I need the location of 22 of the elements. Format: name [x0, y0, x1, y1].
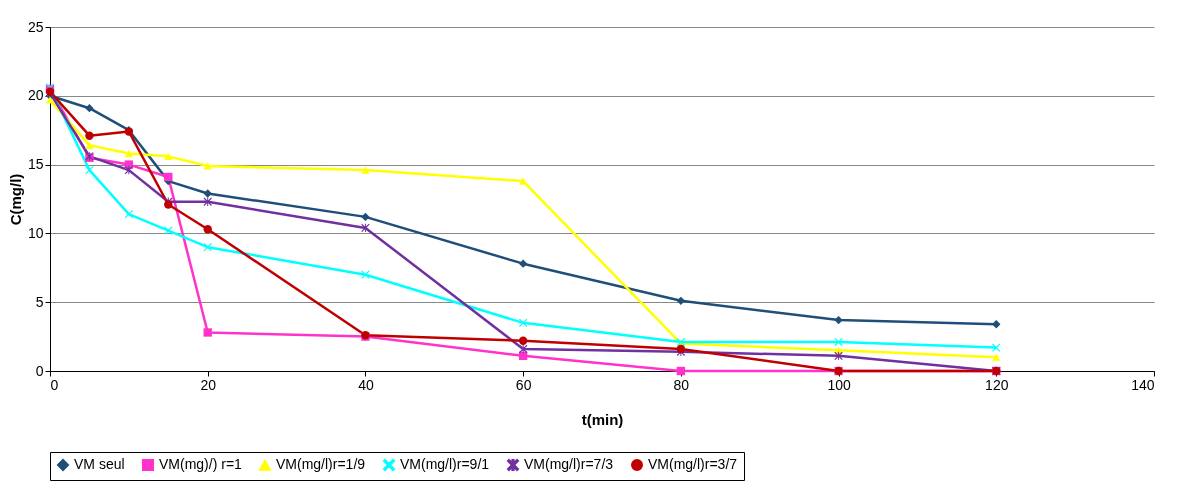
y-tick-label: 5: [35, 293, 44, 310]
x-tick-label: 120: [985, 376, 1009, 393]
y-tick-label: 10: [27, 224, 44, 241]
y-axis-title: C(mg/l): [6, 173, 24, 226]
x-tick-label: 60: [515, 376, 532, 393]
legend-label: VM(mg/l)r=3/7: [648, 456, 738, 472]
y-tick-label: 20: [27, 87, 44, 104]
y-tick-label: 0: [35, 362, 44, 379]
legend-label: VM(mg)/) r=1: [159, 456, 243, 472]
y-tick-label: 25: [27, 18, 44, 35]
x-axis-title: t(min): [581, 410, 624, 428]
x-tick-label: 0: [50, 376, 59, 393]
legend-label: VM seul: [74, 456, 125, 472]
x-tick-label: 20: [200, 376, 217, 393]
y-tick-label: 15: [27, 156, 44, 173]
x-tick-label: 40: [358, 376, 374, 393]
x-tick-label: 80: [673, 376, 690, 393]
legend-label: VM(mg/l)r=1/9: [276, 456, 366, 473]
legend-label: VM(mg/l)r=9/1: [400, 456, 490, 472]
x-tick-label: 100: [827, 376, 851, 393]
legend-label: VM(mg/l)r=7/3: [524, 456, 614, 472]
x-tick-label: 140: [1131, 376, 1155, 393]
